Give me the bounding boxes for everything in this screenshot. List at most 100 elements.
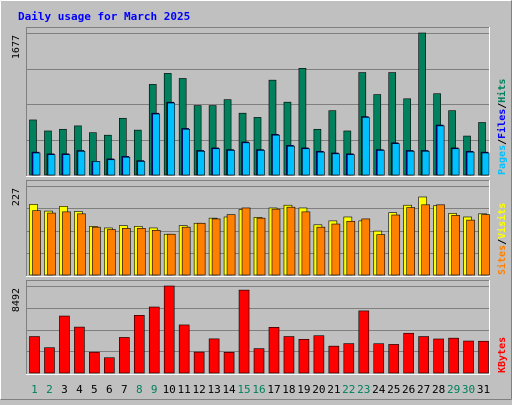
x-tick-label-day-1: 1: [31, 383, 38, 396]
bar-pages-day-16: [257, 150, 265, 176]
panel-hits-files-pages-series-label-part: /: [497, 103, 508, 109]
bar-kbytes-day-5: [89, 351, 100, 374]
bar-sites-day-14: [226, 214, 236, 276]
x-tick-label-day-15: 15: [237, 383, 250, 396]
bar-sites-day-6: [107, 229, 116, 276]
x-tick-label-day-19: 19: [297, 383, 310, 396]
bar-kbytes-day-18: [283, 336, 295, 374]
x-tick-label-day-8: 8: [136, 383, 143, 396]
bar-sites-day-20: [316, 226, 326, 276]
panel-visits-sites-series-label: Sites/Visits: [496, 203, 508, 275]
bar-pages-day-14: [227, 150, 235, 176]
bar-sites-day-4: [77, 213, 86, 276]
bar-pages-day-18: [287, 145, 295, 176]
bar-pages-day-22: [347, 154, 355, 176]
bar-sites-day-9: [151, 230, 161, 276]
bar-pages-day-19: [302, 148, 310, 176]
x-tick-label-day-17: 17: [267, 383, 280, 396]
bar-kbytes-day-14: [223, 352, 235, 374]
x-tick-label-day-9: 9: [151, 383, 158, 396]
x-tick-label-day-6: 6: [106, 383, 113, 396]
x-tick-label-day-29: 29: [447, 383, 460, 396]
bar-sites-day-15: [241, 207, 251, 276]
x-tick-label-day-4: 4: [76, 383, 83, 396]
bar-sites-day-11: [181, 226, 191, 276]
bar-pages-day-1: [32, 152, 41, 176]
panel-visits-sites-series-label-part: Sites: [496, 245, 508, 275]
bar-sites-day-7: [122, 228, 131, 276]
bar-pages-day-26: [406, 150, 415, 176]
bar-kbytes-day-27: [418, 336, 429, 374]
bar-kbytes-day-8: [133, 315, 145, 374]
panel-hits-files-pages-series-label: Pages/Files/Hits: [496, 79, 508, 175]
x-tick-label-day-26: 26: [402, 383, 415, 396]
bar-sites-day-1: [32, 210, 41, 276]
x-tick-label-day-25: 25: [387, 383, 400, 396]
x-tick-label-day-23: 23: [357, 383, 370, 396]
x-tick-label-day-20: 20: [312, 383, 325, 396]
bar-pages-day-28: [436, 125, 445, 176]
bar-pages-day-25: [391, 143, 400, 176]
bar-kbytes-day-4: [74, 326, 85, 374]
bar-kbytes-day-22: [343, 343, 355, 374]
x-tick-label-day-13: 13: [207, 383, 220, 396]
bar-pages-day-4: [77, 150, 86, 176]
panel-hits-files-pages-series-label-part: Hits: [496, 79, 508, 103]
x-tick-label-day-31: 31: [477, 383, 490, 396]
bar-pages-day-5: [92, 161, 101, 176]
bar-kbytes-day-24: [373, 343, 385, 374]
bar-kbytes-day-29: [448, 337, 459, 374]
bar-pages-day-8: [137, 161, 146, 176]
bar-pages-day-31: [481, 152, 490, 176]
bar-kbytes-day-7: [119, 337, 130, 374]
bar-sites-day-2: [47, 212, 56, 276]
bar-sites-day-8: [136, 228, 146, 276]
bar-pages-day-24: [376, 150, 385, 176]
bar-sites-day-31: [481, 214, 490, 276]
bar-kbytes-day-20: [313, 335, 325, 374]
bar-kbytes-day-2: [44, 347, 55, 374]
bar-sites-day-27: [421, 204, 430, 276]
bar-pages-day-23: [361, 117, 370, 176]
bar-pages-day-15: [242, 142, 250, 176]
bar-kbytes-day-26: [403, 332, 414, 374]
bar-sites-day-12: [196, 222, 206, 276]
bar-sites-day-24: [376, 234, 386, 276]
x-tick-label-day-2: 2: [46, 383, 53, 396]
chart-panels: 1677Pages/Files/Hits227Sites/Visits8492K…: [11, 27, 508, 375]
x-tick-label-day-16: 16: [252, 383, 265, 396]
bar-pages-day-20: [317, 151, 325, 176]
bar-sites-day-13: [211, 218, 221, 276]
panel-visits-sites-series-label-part: Visits: [496, 203, 508, 239]
bar-kbytes-day-19: [298, 338, 310, 374]
bar-sites-day-19: [301, 211, 311, 276]
bar-kbytes-day-9: [148, 306, 160, 374]
x-tick-label-day-30: 30: [462, 383, 475, 396]
x-axis-day-labels: 1 2 3 4 5 6 7 8 9 10 11 12 13 14 15 16 17 18 19 20 21 22 23 24 2…: [31, 383, 490, 396]
panel-hits-files-pages-series-label-part: Pages: [497, 145, 508, 175]
bar-kbytes-day-1: [29, 336, 40, 374]
panel-kbytes-series-label: KBytes: [497, 337, 508, 373]
panel-hits-files-pages-series-label-part: /: [497, 139, 508, 145]
bar-pages-day-6: [107, 159, 116, 176]
bar-pages-day-29: [451, 148, 460, 176]
bar-sites-day-29: [451, 215, 460, 276]
x-tick-label-day-3: 3: [61, 383, 68, 396]
bar-pages-day-27: [421, 150, 430, 176]
bar-pages-day-13: [212, 148, 220, 176]
bar-kbytes-day-28: [433, 338, 444, 374]
bar-sites-day-17: [271, 208, 281, 276]
bar-kbytes-day-12: [193, 351, 205, 374]
bar-kbytes-day-15: [238, 289, 250, 374]
x-tick-label-day-12: 12: [193, 383, 206, 396]
bar-sites-day-18: [286, 206, 296, 276]
bar-kbytes-day-11: [178, 324, 190, 374]
x-tick-label-day-14: 14: [222, 383, 236, 396]
x-tick-label-day-24: 24: [372, 383, 386, 396]
bar-pages-day-10: [167, 102, 176, 176]
bar-pages-day-9: [152, 113, 161, 176]
bar-pages-day-12: [197, 150, 205, 176]
bar-kbytes-day-13: [208, 338, 220, 374]
